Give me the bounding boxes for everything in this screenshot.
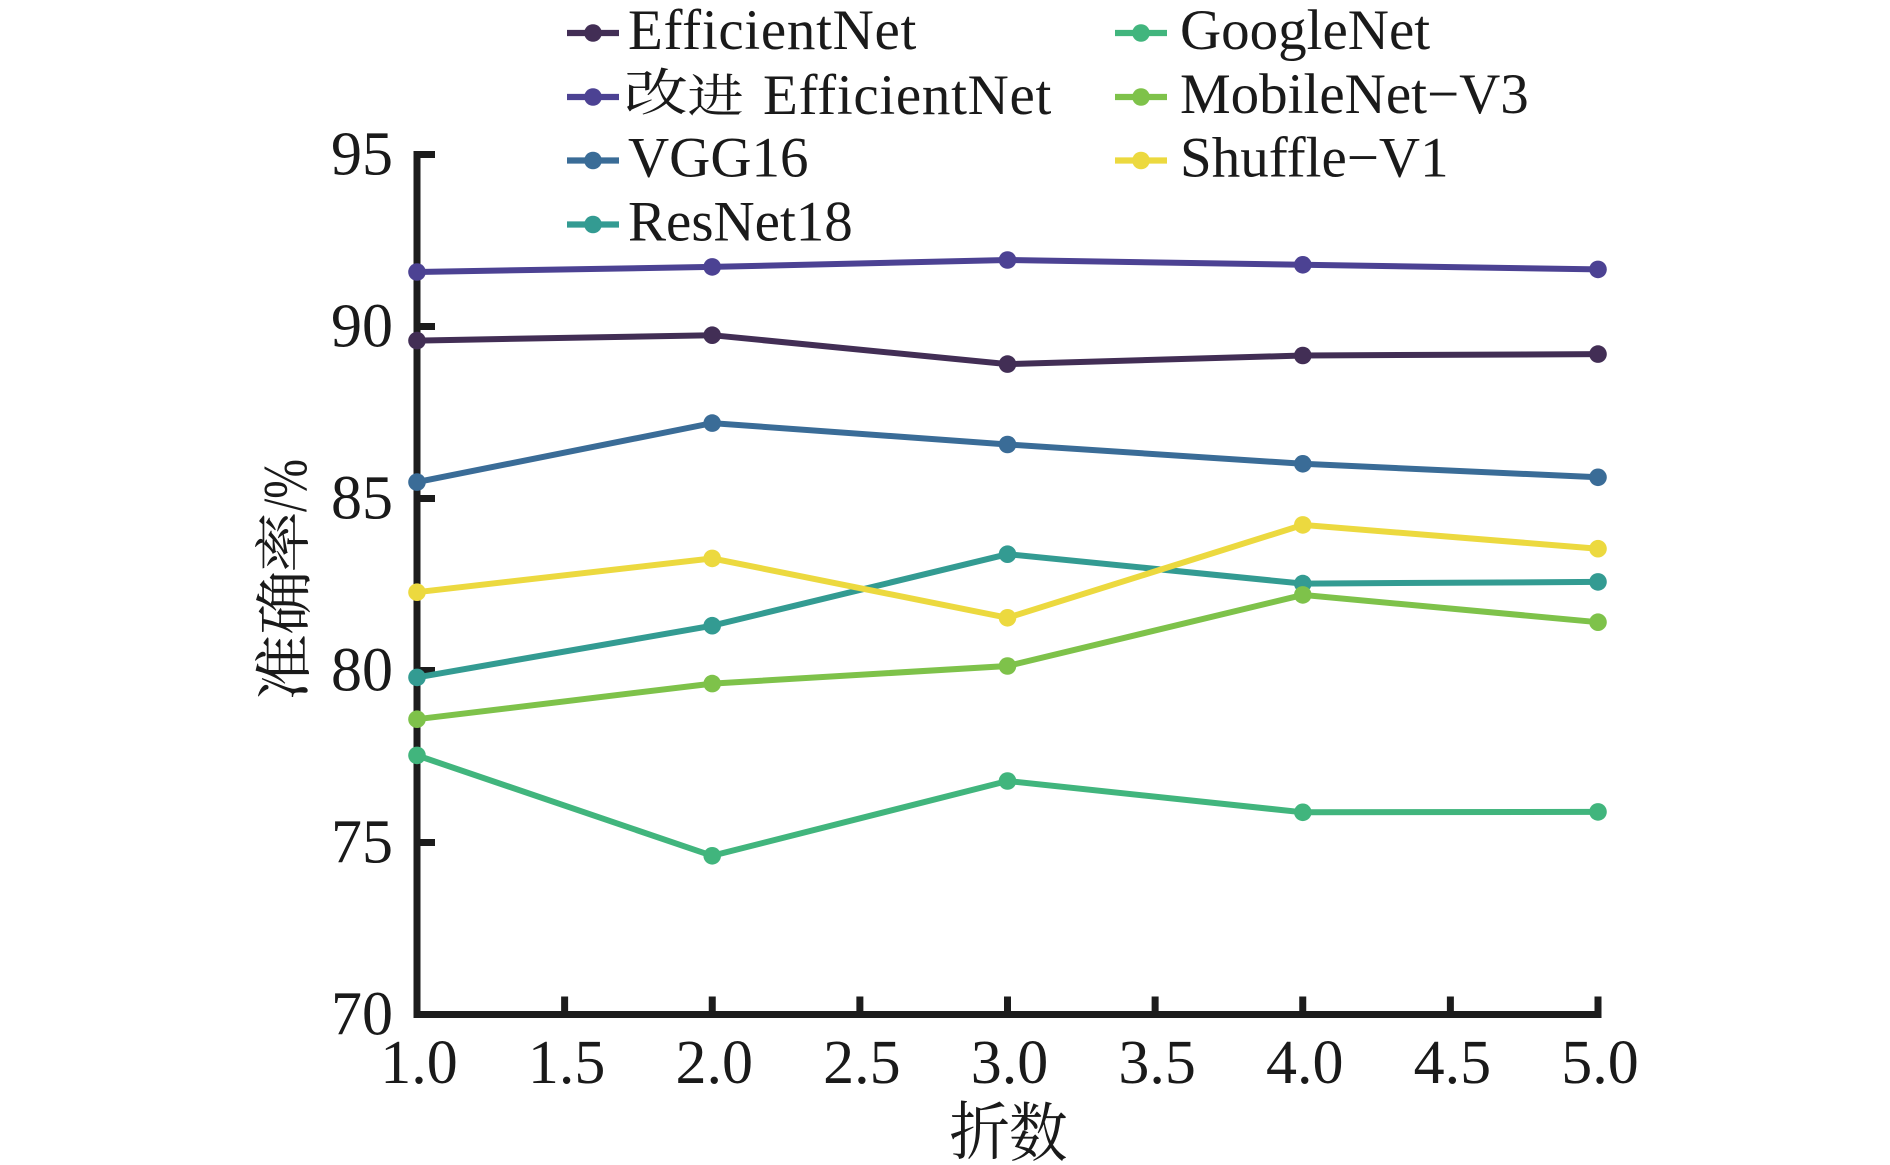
svg-text:3.0: 3.0 xyxy=(971,1029,1049,1097)
svg-text:2.5: 2.5 xyxy=(823,1029,901,1097)
svg-text:1.5: 1.5 xyxy=(528,1029,606,1097)
svg-text:1.0: 1.0 xyxy=(380,1029,458,1097)
svg-text:75: 75 xyxy=(331,809,393,877)
svg-text:5.0: 5.0 xyxy=(1561,1029,1639,1097)
svg-text:85: 85 xyxy=(331,465,393,533)
svg-text:VGG16: VGG16 xyxy=(628,127,809,190)
svg-text:4.5: 4.5 xyxy=(1414,1029,1492,1097)
svg-text:80: 80 xyxy=(331,637,393,705)
svg-text:GoogleNet: GoogleNet xyxy=(1180,0,1430,62)
svg-text:/%: /% xyxy=(252,459,320,512)
svg-text:70: 70 xyxy=(331,981,393,1049)
svg-text:MobileNet−V3: MobileNet−V3 xyxy=(1180,63,1529,126)
svg-text:95: 95 xyxy=(331,121,393,189)
svg-text:Shuffle−V1: Shuffle−V1 xyxy=(1180,127,1449,190)
svg-text:3.5: 3.5 xyxy=(1118,1029,1196,1097)
svg-text:ResNet18: ResNet18 xyxy=(628,191,853,254)
svg-text:EfficientNet: EfficientNet xyxy=(628,0,917,62)
svg-text:4.0: 4.0 xyxy=(1266,1029,1344,1097)
svg-text:EfficientNet: EfficientNet xyxy=(763,64,1052,127)
svg-text:90: 90 xyxy=(331,293,393,361)
svg-text:2.0: 2.0 xyxy=(676,1029,754,1097)
